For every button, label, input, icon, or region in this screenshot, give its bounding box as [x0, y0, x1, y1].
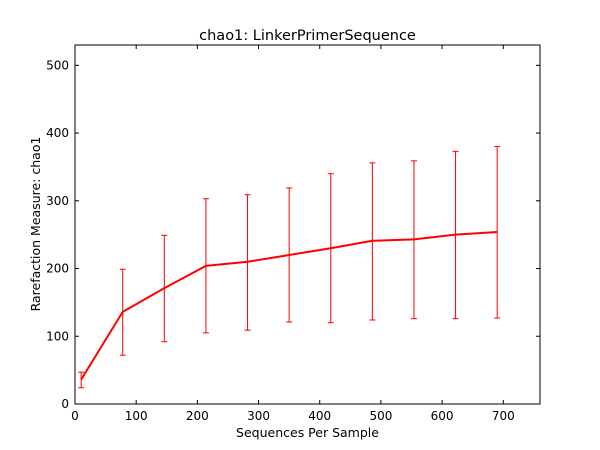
plot-frame — [74, 44, 541, 405]
y-tick-label: 0 — [61, 397, 69, 411]
x-tick-label: 100 — [125, 409, 148, 423]
y-tick-label: 400 — [46, 126, 69, 140]
series-layer — [80, 230, 498, 381]
x-tick-label: 400 — [308, 409, 331, 423]
y-axis-label: Rarefaction Measure: chao1 — [28, 137, 43, 312]
chart-title: chao1: LinkerPrimerSequence — [199, 28, 416, 44]
error-bars — [78, 146, 501, 389]
y-tick-label: 500 — [46, 58, 69, 72]
y-tick-label: 300 — [46, 194, 69, 208]
x-tick-label: 500 — [369, 409, 392, 423]
x-axis-label: Sequences Per Sample — [236, 425, 379, 440]
x-tick-label: 300 — [247, 409, 270, 423]
y-tick-label: 100 — [46, 329, 69, 343]
x-tick-label: 200 — [186, 409, 209, 423]
x-tick-label: 0 — [71, 409, 79, 423]
x-tick-label: 700 — [492, 409, 515, 423]
axis-ticks: 0 100 200 300 400 500 600 700 0 100 200 300 400 500 — [46, 45, 540, 423]
y-tick-label: 200 — [46, 262, 69, 276]
series-line — [80, 230, 498, 381]
x-tick-label: 600 — [431, 409, 454, 423]
